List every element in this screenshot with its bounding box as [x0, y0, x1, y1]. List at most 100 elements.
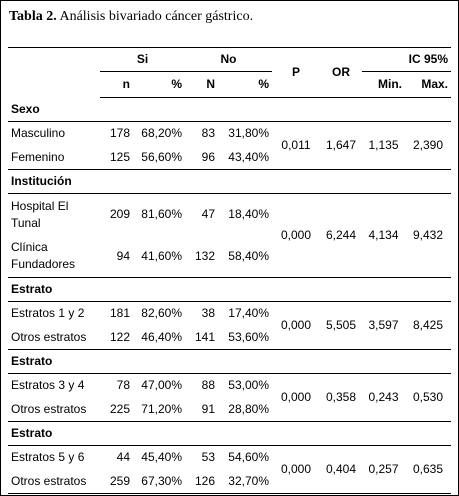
cell: 53,60% [218, 325, 272, 350]
data-row: Otros estratos 225 71,20% 91 28,80% [8, 397, 451, 422]
section-row: Estrato [8, 277, 452, 302]
header-cell: P [272, 47, 320, 98]
cell: 209 [109, 207, 130, 222]
stat-cell: 0,000 [272, 373, 320, 422]
row-label: Estratos 5 y 6 [11, 450, 85, 465]
cell: 81,60% [141, 207, 182, 222]
row-label: Masculino [11, 126, 66, 141]
cell: 178 [109, 126, 130, 141]
row-label: Otros estratos [8, 397, 100, 422]
stat-cell: 1,647 [320, 121, 362, 170]
cell: 88 [201, 378, 215, 393]
stat-cell: 5,505 [320, 301, 362, 350]
cell: 132 [185, 235, 218, 278]
header-cell: No [185, 47, 272, 72]
section-label: Sexo [8, 97, 452, 122]
cell: 126 [185, 469, 218, 494]
header-cell: IC 95% [362, 47, 452, 72]
cell: 83 [201, 126, 215, 141]
row-label: Otros estratos [8, 469, 100, 494]
cell: 43,40% [218, 145, 272, 170]
header-cell: N [185, 71, 218, 98]
cell: 141 [185, 325, 218, 350]
section-label: Estrato [8, 277, 452, 302]
cell: 67,30% [133, 469, 185, 494]
header-row: n% N% Min. Max. [8, 71, 452, 98]
cell: 91 [185, 397, 218, 422]
cell: 47 [201, 207, 215, 222]
table: Si No P OR IC 95% n% N% Min. Max. Sexo Masculino 1… [8, 47, 452, 494]
cell: 45,40% [141, 450, 182, 465]
cell: 53 [201, 450, 215, 465]
header-cell: Si [100, 47, 185, 72]
stat-cell: 8,425 [405, 301, 452, 350]
cell: 17,40% [228, 306, 269, 321]
cell: 31,80% [228, 126, 269, 141]
cell: 181 [109, 306, 130, 321]
table-title: Tabla 2. Análisis bivariado cáncer gástr… [9, 9, 253, 25]
title-label: Tabla 2. [9, 9, 57, 24]
stat-cell: 6,244 [320, 193, 362, 278]
stat-cell: 0,243 [362, 373, 405, 422]
cell: 122 [100, 325, 133, 350]
cell: 96 [185, 145, 218, 170]
row-label: Estratos 1 y 2 [11, 306, 85, 321]
cell: 41,60% [133, 235, 185, 278]
section-label: Estrato [8, 349, 452, 374]
row-label: Clínica Fundadores [8, 235, 100, 278]
cell: 53,00% [228, 378, 269, 393]
cell: 125 [100, 145, 133, 170]
header-cell: Min. [362, 71, 405, 98]
header-cell [8, 48, 100, 98]
cell: 46,40% [133, 325, 185, 350]
cell: 38 [201, 306, 215, 321]
stat-cell: 0,000 [272, 445, 320, 494]
cell: 68,20% [141, 126, 182, 141]
stat-cell: 3,597 [362, 301, 405, 350]
cell: 32,70% [218, 469, 272, 494]
stat-cell: 0,530 [405, 373, 452, 422]
header-cell: % [218, 71, 272, 98]
section-row: Estrato [8, 349, 452, 374]
cell: 78 [116, 378, 130, 393]
cell: 82,60% [141, 306, 182, 321]
cell: 18,40% [228, 207, 269, 222]
cell: 94 [100, 235, 133, 278]
title-text: Análisis bivariado cáncer gástrico. [59, 9, 254, 24]
cell: 71,20% [133, 397, 185, 422]
stat-cell: 0,404 [320, 445, 362, 494]
row-label: Estratos 3 y 4 [11, 378, 85, 393]
cell: 56,60% [133, 145, 185, 170]
row-label: Hospital El Tunal [11, 198, 69, 230]
stat-cell: 0,358 [320, 373, 362, 422]
stat-cell: 1,135 [362, 121, 405, 170]
data-row: Estratos 1 y 2 181 82,60% 38 17,40% 0,000 5,50… [8, 301, 452, 350]
data-row: Estratos 5 y 6 44 45,40% 53 54,60% 0,000 0,404… [8, 445, 452, 494]
section-label: Institución [8, 169, 452, 194]
section-row: Sexo [8, 97, 452, 122]
data-row: Clínica Fundadores 94 41,60% 132 58,40% [8, 235, 451, 278]
header-row: Si No P OR IC 95% [8, 47, 452, 98]
stat-cell: 0,000 [272, 193, 320, 278]
header-cell: n [100, 71, 133, 98]
data-row: Estratos 3 y 4 78 47,00% 88 53,00% 0,000 0,358… [8, 373, 452, 422]
stat-cell: 4,134 [362, 193, 405, 278]
row-label: Femenino [8, 145, 100, 170]
section-row: Estrato [8, 421, 452, 446]
data-row: Otros estratos 259 67,30% 126 32,70% [8, 469, 451, 494]
stat-cell: 2,390 [405, 121, 452, 170]
stat-cell: 0,000 [272, 301, 320, 350]
cell: 44 [116, 450, 130, 465]
cell: 259 [100, 469, 133, 494]
stat-cell: 0,635 [405, 445, 452, 494]
stat-cell: 0,011 [272, 121, 320, 170]
data-row: Otros estratos 122 46,40% 141 53,60% [8, 325, 451, 350]
cell: 58,40% [218, 235, 272, 278]
cell: 47,00% [141, 378, 182, 393]
data-row: Femenino 125 56,60% 96 43,40% [8, 145, 451, 170]
cell: 54,60% [228, 450, 269, 465]
header-cell: OR [320, 47, 362, 98]
section-row: Institución [8, 169, 452, 194]
stat-cell: 0,257 [362, 445, 405, 494]
